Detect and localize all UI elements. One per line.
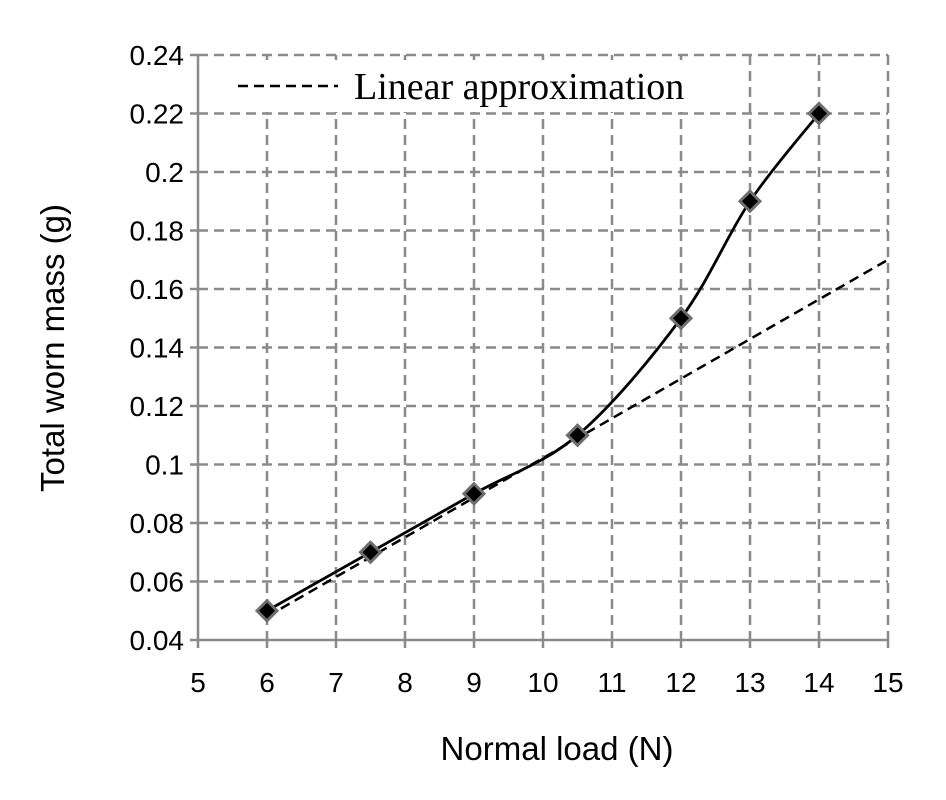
x-tick-label-7: 7 — [328, 667, 344, 698]
y-tick-label-0.22: 0.22 — [130, 99, 185, 130]
x-tick-label-8: 8 — [397, 667, 413, 698]
y-tick-label-0.04: 0.04 — [130, 625, 185, 656]
x-tick-label-10: 10 — [527, 667, 558, 698]
y-tick-label-0.06: 0.06 — [130, 567, 185, 598]
y-tick-label-0.08: 0.08 — [130, 508, 185, 539]
data-point-14 — [806, 101, 832, 126]
y-tick-label-0.1: 0.1 — [145, 450, 184, 481]
legend-label-linear: Linear approximation — [354, 66, 684, 108]
x-tick-label-11: 11 — [597, 667, 626, 698]
x-tick-label-12: 12 — [665, 667, 696, 698]
y-tick-label-0.14: 0.14 — [130, 333, 185, 364]
data-point-13 — [737, 189, 763, 214]
x-tick-label-14: 14 — [803, 667, 834, 698]
series — [266, 112, 889, 618]
x-tick-label-9: 9 — [466, 667, 482, 698]
axes — [190, 53, 890, 648]
x-tick-label-13: 13 — [734, 667, 765, 698]
markers — [254, 101, 832, 623]
y-tick-label-0.16: 0.16 — [130, 274, 185, 305]
y-tick-label-0.24: 0.24 — [130, 40, 185, 71]
y-tick-label-0.2: 0.2 — [145, 157, 184, 188]
data-point-10.5 — [565, 423, 590, 448]
grid-lines — [198, 53, 890, 640]
x-tick-label-15: 15 — [872, 667, 903, 698]
y-tick-label-0.12: 0.12 — [130, 391, 185, 422]
data-point-6 — [254, 598, 280, 623]
y-axis-title: Total worn mass (g) — [34, 204, 71, 492]
legend: Linear approximation — [228, 60, 728, 112]
data-point-9 — [461, 481, 487, 506]
data-point-7.5 — [358, 540, 383, 565]
y-tick-labels: 0.04 0.06 0.08 0.1 0.12 0.14 0.16 0.18 0.2 0.22 0.… — [130, 40, 185, 656]
x-tick-label-6: 6 — [259, 667, 275, 698]
x-tick-label-5: 5 — [190, 667, 206, 698]
x-axis-title: Normal load (N) — [441, 730, 674, 767]
data-point-12 — [668, 306, 694, 331]
x-tick-labels: 5 6 7 8 9 10 11 12 13 14 15 — [190, 667, 903, 698]
y-tick-label-0.18: 0.18 — [130, 216, 185, 247]
